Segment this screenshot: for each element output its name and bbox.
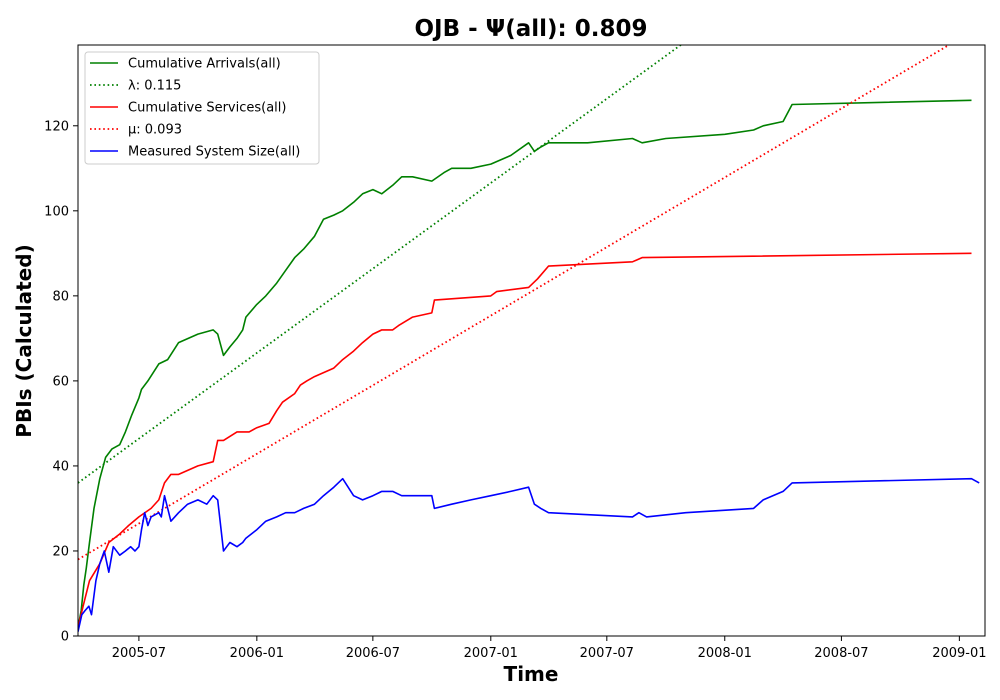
y-axis-title: PBIs (Calculated) (12, 244, 36, 437)
x-tick-label: 2008-07 (814, 646, 868, 661)
y-tick-label: 0 (61, 630, 69, 645)
x-tick-label: 2007-01 (464, 646, 518, 661)
legend: Cumulative Arrivals(all) λ: 0.115 Cumulati… (84, 51, 320, 165)
x-axis: 2005-07 2006-01 2006-07 2007-01 2007-07 2008-… (112, 636, 987, 661)
plot-frame (77, 44, 986, 637)
legend-label: μ: 0.093 (128, 123, 182, 138)
x-tick-label: 2008-01 (698, 646, 752, 661)
y-tick-label: 20 (52, 544, 69, 559)
legend-label: Cumulative Services(all) (128, 101, 286, 116)
series-layer (78, 45, 980, 632)
chart-title: OJB - Ψ(all): 0.809 (414, 16, 647, 42)
legend-box (84, 51, 320, 165)
y-axis: 0 20 40 60 80 100 120 (44, 119, 78, 645)
y-tick-label: 60 (52, 374, 69, 389)
x-axis-title: Time (504, 662, 559, 686)
x-tick-label: 2007-07 (580, 646, 634, 661)
legend-label: λ: 0.115 (128, 79, 181, 94)
x-tick-label: 2005-07 (112, 646, 166, 661)
series-measured-system-size-all (78, 477, 980, 632)
series-cumulative-arrivals-all (78, 99, 972, 628)
x-tick-label: 2006-01 (230, 646, 284, 661)
legend-label: Measured System Size(all) (128, 145, 300, 160)
y-tick-label: 40 (52, 459, 69, 474)
y-tick-label: 100 (44, 204, 69, 219)
legend-label: Cumulative Arrivals(all) (128, 57, 281, 72)
y-tick-label: 80 (52, 289, 69, 304)
x-tick-label: 2009-01 (932, 646, 986, 661)
x-tick-label: 2006-07 (346, 646, 400, 661)
y-tick-label: 120 (44, 119, 69, 134)
